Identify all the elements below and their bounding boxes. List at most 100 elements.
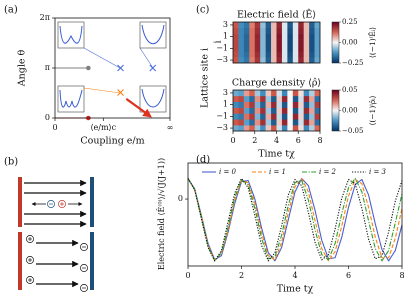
end-dot (86, 65, 91, 71)
heat-cell (243, 22, 250, 29)
heat-cell (276, 101, 283, 108)
heat-cell (260, 101, 266, 108)
colorbar-label: ⟨(−1)ⁱÊᵢ⟩ (368, 27, 377, 58)
heat-cell (271, 27, 277, 35)
heat-cell (309, 119, 315, 126)
potential-curve (59, 25, 83, 44)
y-tick-label: π (45, 63, 50, 72)
y-axis-label: Angle θ (17, 49, 28, 87)
heat-cell (287, 101, 294, 108)
cross-stroke (117, 89, 124, 96)
heat-cell (254, 125, 261, 132)
heat-cell (303, 125, 310, 132)
colorbar (331, 21, 340, 64)
cross-marker (149, 64, 157, 72)
heat-cell (243, 119, 250, 126)
x-axis-label: Time tχ (277, 284, 314, 294)
heat-cell (298, 113, 304, 120)
heat-cell (276, 39, 283, 46)
panel-label: (b) (4, 157, 18, 168)
heat-cell (298, 90, 304, 97)
heat-cell (314, 33, 321, 40)
heat-cell (265, 27, 272, 35)
heat-cell (243, 51, 250, 58)
chart-title: Charge density ⟨ρ̂⟩ (232, 78, 321, 89)
chart-title: Electric field ⟨Ê⟩ (237, 9, 316, 21)
heat-cell (276, 51, 283, 58)
heat-cell (281, 51, 288, 58)
series-line (187, 177, 403, 262)
heat-cell (238, 101, 245, 108)
panel-label: (a) (4, 5, 18, 16)
heat-cell (298, 39, 304, 46)
heat-cell (233, 95, 239, 103)
leader-line (83, 47, 121, 69)
x-tick-label: 0 (230, 136, 235, 145)
heat-cell (298, 22, 304, 29)
heat-cell (303, 107, 310, 114)
heat-cell (249, 107, 256, 114)
plot-frame (187, 162, 403, 267)
heat-cell (260, 51, 266, 58)
heat-cell (292, 107, 299, 114)
heat-cell (309, 113, 315, 120)
heat-cell (314, 101, 321, 108)
heat-cell (260, 27, 266, 35)
capacitor-diagram (18, 177, 94, 292)
y-tick-label: 0 (45, 113, 50, 122)
series-line (187, 177, 403, 262)
heat-cell (260, 57, 266, 64)
heat-cell (271, 119, 277, 126)
heat-cell (276, 90, 283, 97)
heat-cell (298, 119, 304, 126)
heat-cell (238, 119, 245, 126)
potential-curve (141, 24, 165, 45)
heat-cell (260, 45, 266, 52)
heat-cell (243, 33, 250, 40)
y-tick-label: −3 (216, 123, 228, 132)
heat-cell (314, 39, 321, 46)
y-tick-label: −3 (216, 55, 228, 64)
heat-cell (281, 101, 288, 108)
heat-cell (309, 57, 315, 64)
y-tick-label: 1 (223, 100, 228, 109)
heat-cell (276, 27, 283, 35)
heat-cell (292, 27, 299, 35)
heat-cell (309, 101, 315, 108)
heat-cell (314, 45, 321, 52)
heat-cell (298, 33, 304, 40)
heat-cell (260, 95, 266, 103)
heat-cell (287, 27, 294, 35)
heat-cell (292, 119, 299, 126)
heat-cell (238, 51, 245, 58)
heat-cell (309, 125, 315, 132)
heat-cell (271, 113, 277, 120)
heat-cell (254, 113, 261, 120)
colorbar-tick-label: −0.25 (342, 59, 363, 67)
heat-cell (260, 125, 266, 132)
heat-cell (233, 27, 239, 35)
heat-cell (303, 95, 310, 103)
leader-line (139, 47, 154, 69)
x-tick-label: ∞ (167, 123, 174, 132)
heat-cell (249, 90, 256, 97)
heat-cell (303, 45, 310, 52)
heat-cell (238, 107, 245, 114)
heat-cell (249, 39, 256, 46)
heat-cell (281, 33, 288, 40)
heat-cell (254, 33, 261, 40)
heat-cell (265, 90, 272, 97)
heat-cell (265, 51, 272, 58)
heat-cell (303, 27, 310, 35)
heat-cell (303, 119, 310, 126)
heat-cell (238, 57, 245, 64)
legend-label: i = 1 (269, 168, 286, 176)
heat-cell (314, 107, 321, 114)
heat-cell (309, 33, 315, 40)
heat-cell (276, 119, 283, 126)
heat-cell (254, 90, 261, 97)
heat-cell (249, 95, 256, 103)
charge-plus (58, 200, 66, 208)
heat-cell (254, 57, 261, 64)
heat-cell (265, 22, 272, 29)
